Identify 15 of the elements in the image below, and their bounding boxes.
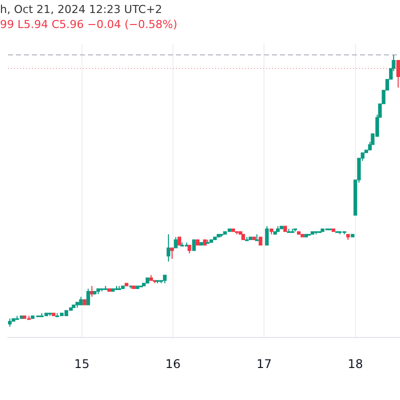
text: h, Oct 21, 2024 12:23 UTC+2: [0, 3, 162, 16]
x-tick-label: 17: [256, 356, 272, 371]
text: 99 L5.94 C5.96 −0.04 (−0.58%): [0, 18, 178, 31]
candlestick: [170, 247, 174, 260]
candlestick: [174, 236, 178, 248]
x-tick-label: 15: [74, 356, 90, 371]
candlestick: [104, 285, 108, 290]
candlestick: [166, 234, 170, 262]
x-tick-label: 16: [165, 356, 181, 371]
candlestick: [206, 239, 210, 244]
candlestick: [396, 60, 400, 88]
x-tick-label: 18: [348, 356, 363, 371]
candlestick: [192, 239, 196, 252]
candlestick: [265, 226, 269, 246]
candlestick: [86, 288, 90, 306]
